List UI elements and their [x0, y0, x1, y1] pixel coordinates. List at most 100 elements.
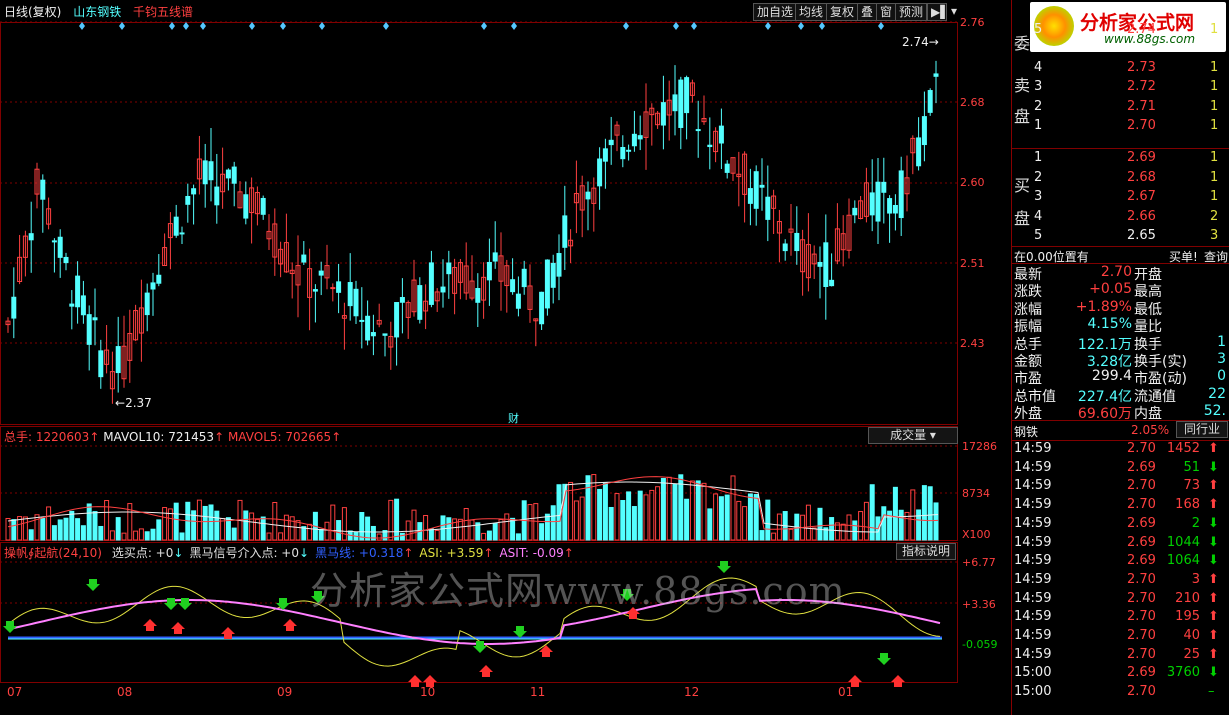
divider — [1012, 148, 1229, 149]
volume-bar-up — [341, 507, 347, 541]
window-button[interactable]: 窗 — [876, 3, 897, 21]
candle-down — [318, 270, 324, 276]
candle-up — [840, 233, 846, 251]
candle-up — [423, 300, 429, 312]
tick-row: 14:59 2.70 3 ⬆ — [1012, 572, 1228, 591]
quote-row: 涨跌 +0.05 最高 — [1012, 281, 1228, 300]
adjust-button[interactable]: 复权 — [826, 3, 859, 21]
candle-down — [927, 90, 933, 113]
same-industry-button[interactable]: 同行业 — [1176, 421, 1228, 438]
buy-level-row[interactable]: 2 2.68 1 — [1012, 170, 1228, 189]
candle-up — [643, 111, 649, 138]
indicator-help-button[interactable]: 指标说明 — [896, 543, 956, 560]
sell-level-row[interactable]: 3 2.72 1 — [1012, 79, 1228, 98]
date-tick: 07 — [7, 685, 23, 699]
sell-level-row[interactable]: 1 2.70 1 — [1012, 118, 1228, 137]
candle-down — [446, 262, 452, 275]
volume-bar-up — [5, 517, 11, 541]
volume-panel-frame — [0, 426, 958, 541]
candle-down — [156, 274, 162, 284]
sell-level-row[interactable]: 5 2.74 1 — [1012, 22, 1228, 41]
candle-up — [388, 335, 394, 348]
quote-row: 市盈 299.4 市盈(动) 0 — [1012, 368, 1228, 387]
tick-row: 15:00 2.70 – — [1012, 684, 1228, 703]
volume-bar-down — [191, 510, 197, 541]
sector-name[interactable]: 钢铁 — [1014, 425, 1039, 439]
candle-up — [573, 193, 579, 204]
candle-down — [544, 259, 550, 309]
candle-down — [620, 147, 626, 160]
query-link[interactable]: 查询 — [1204, 250, 1229, 264]
candle-down — [718, 125, 724, 144]
candle-down — [243, 194, 249, 219]
tick-price: 2.70 — [1127, 571, 1156, 587]
overlay-button[interactable]: 叠 — [857, 3, 878, 21]
up-arrow-icon: ⬆ — [1208, 628, 1219, 643]
volume-bar-down — [28, 529, 34, 541]
buy-level-row[interactable]: 3 2.67 1 — [1012, 189, 1228, 208]
volume-bar-up — [133, 530, 139, 541]
finance-marker[interactable]: 财 — [508, 412, 519, 425]
indicator-name[interactable]: 千钧五线谱 — [133, 5, 194, 19]
buy-level-row[interactable]: 5 2.65 3 — [1012, 228, 1228, 247]
volume-bar-up — [805, 504, 811, 541]
tick-volume: 51 — [1183, 459, 1200, 475]
volume-bar-down — [620, 500, 626, 541]
down-arrow-icon: ⬇ — [1208, 459, 1219, 475]
buy-order-link[interactable]: 买单! — [1169, 250, 1198, 264]
candle-up — [568, 239, 574, 247]
volume-bar-down — [260, 516, 266, 541]
chart-area[interactable]: 日线(复权) 山东钢铁 千钧五线谱 加自选 均线 复权 叠 窗 预测 ▶▌ ▾ … — [0, 0, 1010, 715]
volume-bar-down — [225, 517, 231, 541]
period-label[interactable]: 日线(复权) — [4, 5, 62, 19]
indicator-title[interactable]: 操帆∮起航(24,10) — [4, 546, 102, 560]
buy-price: 2.66 — [1127, 208, 1156, 224]
ma-button[interactable]: 均线 — [795, 3, 828, 21]
volume-bar-down — [98, 525, 104, 541]
dropdown-arrow-icon[interactable]: ▾ — [950, 4, 958, 18]
buy-arrow-icon — [848, 675, 862, 687]
candle-down — [672, 94, 678, 112]
volume-bar-up — [121, 532, 127, 541]
forecast-button[interactable]: 预测 — [895, 3, 928, 21]
volume-bar-down — [515, 533, 521, 541]
candle-down — [608, 139, 614, 146]
kline-chart[interactable] — [0, 0, 1010, 715]
candle-down — [98, 350, 104, 378]
sell-level-row[interactable]: 4 2.73 1 — [1012, 60, 1228, 79]
volume-bar-down — [852, 520, 858, 541]
flower-icon — [1034, 6, 1074, 46]
sell-arrow-icon — [473, 641, 487, 653]
buy-level-num: 3 — [1034, 189, 1043, 204]
down-arrow-icon: ⬇ — [1208, 553, 1219, 569]
buy-level-row[interactable]: 1 2.69 1 — [1012, 150, 1228, 169]
mavol5-line — [7, 476, 939, 539]
candle-up — [405, 302, 411, 318]
add-watchlist-button[interactable]: 加自选 — [753, 3, 798, 21]
tick-time: 15:00 — [1014, 684, 1052, 700]
volume-bar-up — [655, 486, 661, 541]
volume-bar-down — [550, 505, 556, 541]
volume-bar-down — [881, 506, 887, 541]
candle-down — [225, 169, 231, 179]
sell-level-row[interactable]: 2 2.71 1 — [1012, 99, 1228, 118]
volume-bar-up — [573, 500, 579, 541]
candle-down — [353, 288, 359, 317]
quote-value: 299.4 — [1091, 368, 1132, 385]
volume-bar-down — [916, 509, 922, 541]
candle-down — [521, 268, 527, 288]
signal-diamond-icon — [383, 22, 389, 30]
volume-selector[interactable]: 成交量 ▾ — [868, 427, 958, 444]
up-arrow-icon: ⬆ — [1208, 497, 1219, 513]
sell-price: 2.73 — [1127, 59, 1156, 75]
expand-icon[interactable]: ▶▌ — [927, 3, 949, 21]
buy-level-row[interactable]: 4 2.66 2 — [1012, 209, 1228, 228]
candle-down — [359, 319, 365, 322]
volume-bar-down — [898, 509, 904, 541]
volume-bar-down — [626, 491, 632, 541]
quote-key: 外盘 — [1014, 406, 1042, 423]
candle-up — [788, 228, 794, 233]
quote-value2: 1 — [1217, 333, 1226, 350]
sell-arrow-icon — [164, 598, 178, 610]
candle-up — [805, 244, 811, 279]
